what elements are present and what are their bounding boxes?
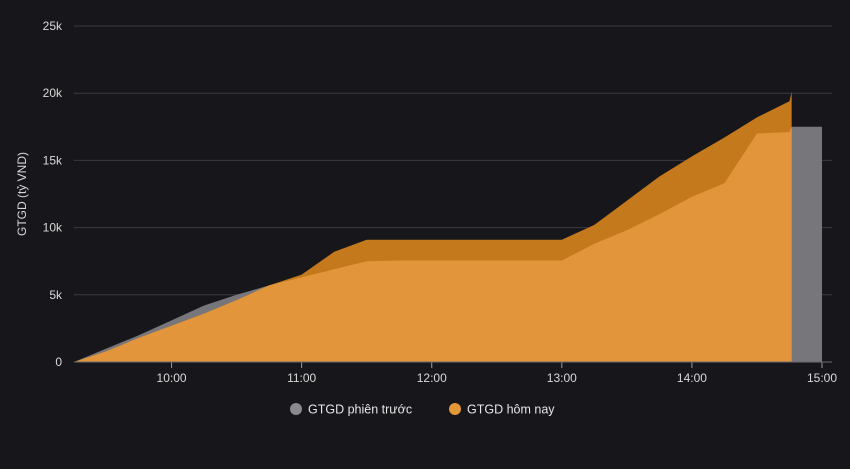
axis-layer: 0 5k 10k 15k 20k 25k 10:00 11:00 12:00 13:00 14:00… <box>43 19 838 385</box>
legend-marker <box>449 403 461 415</box>
y-tick-label: 5k <box>49 288 63 302</box>
legend-item-previous-session[interactable]: GTGD phiên trước <box>290 403 412 417</box>
legend-item-today[interactable]: GTGD hôm nay <box>449 403 555 417</box>
legend-label: GTGD hôm nay <box>467 403 555 417</box>
x-tick-label: 12:00 <box>417 371 447 385</box>
legend-label: GTGD phiên trước <box>308 403 412 417</box>
y-tick-label: 10k <box>43 221 63 235</box>
x-tick-label: 15:00 <box>807 371 837 385</box>
series-area-overlap <box>74 126 792 362</box>
y-tick-label: 15k <box>43 153 63 167</box>
y-tick-label: 25k <box>43 19 63 33</box>
y-axis-title: GTGD (tỷ VND) <box>15 152 29 236</box>
series-layer <box>74 91 822 362</box>
legend-marker <box>290 403 302 415</box>
y-tick-label: 20k <box>43 86 63 100</box>
x-tick-label: 10:00 <box>157 371 187 385</box>
legend: GTGD phiên trước GTGD hôm nay <box>290 403 555 417</box>
y-tick-label: 0 <box>55 355 62 369</box>
x-tick-label: 11:00 <box>287 371 316 385</box>
x-tick-label: 13:00 <box>547 371 577 385</box>
x-tick-label: 14:00 <box>677 371 707 385</box>
